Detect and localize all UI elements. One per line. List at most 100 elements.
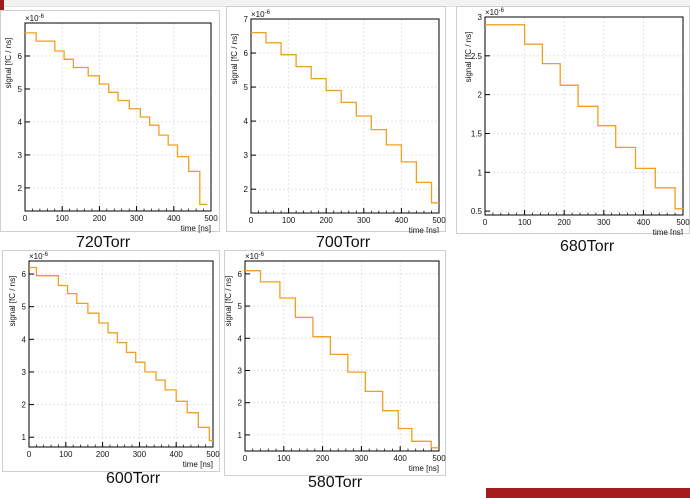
y-tick-label: 0.5 <box>471 207 483 216</box>
x-tick-label: 500 <box>204 214 218 223</box>
chart-caption-680torr: 680Torr <box>560 238 615 255</box>
y-axis-title: signal [fC / ns] <box>464 32 473 83</box>
x-axis-title: time [ns] <box>409 464 439 473</box>
x-tick-label: 200 <box>93 214 107 223</box>
x-tick-label: 100 <box>277 454 291 463</box>
x-tick-label: 100 <box>56 214 70 223</box>
x-tick-label: 0 <box>243 454 248 463</box>
chart-svg: 0 100 200 300 400 500 0.5 1 1.5 2 2.5 3×10-6 time [n… <box>464 8 690 235</box>
plot-frame <box>244 260 440 452</box>
chart-panel-580torr: 0 100 200 300 400 500 1 2 3 4 5 6 ×10-6 time [ns] sign… <box>224 250 446 476</box>
chart-panel-600torr: 0 100 200 300 400 500 1 2 3 4 5 6 ×10-6 time [ns] sign… <box>2 250 220 472</box>
y-tick-label: 1.5 <box>471 129 483 138</box>
y-tick-label: 3 <box>478 13 483 22</box>
x-tick-label: 300 <box>133 450 147 459</box>
x-axis-title: time [ns] <box>183 460 213 469</box>
y-tick-label: 3 <box>244 151 249 160</box>
x-tick-label: 0 <box>483 218 488 227</box>
y-tick-label: 3 <box>18 151 23 160</box>
x-tick-label: 300 <box>355 454 369 463</box>
x-tick-label: 500 <box>206 450 220 459</box>
x-tick-label: 200 <box>316 454 330 463</box>
y-tick-label: 4 <box>22 335 27 344</box>
chart-svg: 0 100 200 300 400 500 1 2 3 4 5 6×10-6 time [ns] sign… <box>8 252 220 469</box>
x-tick-label: 400 <box>395 216 409 225</box>
y-exponent-label: ×10-6 <box>29 252 49 261</box>
y-axis-title: signal [fC / ns] <box>225 276 233 327</box>
y-tick-label: 7 <box>244 15 249 24</box>
y-axis-title: signal [fC / ns] <box>8 276 17 327</box>
y-tick-label: 2 <box>478 91 483 100</box>
chart-caption-720torr: 720Torr <box>76 234 131 251</box>
x-tick-label: 0 <box>249 216 254 225</box>
x-tick-label: 100 <box>282 216 296 225</box>
y-tick-label: 1 <box>238 431 243 440</box>
chart-caption-580torr: 580Torr <box>308 474 363 491</box>
y-tick-label: 4 <box>238 334 243 343</box>
x-tick-label: 400 <box>170 450 184 459</box>
x-tick-label: 300 <box>597 218 611 227</box>
y-tick-label: 3 <box>22 368 27 377</box>
x-axis-title: time [ns] <box>653 228 683 235</box>
x-tick-label: 500 <box>676 218 690 227</box>
y-axis-title: signal [fC / ns] <box>230 34 239 85</box>
chart-panel-720torr: 0 100 200 300 400 500 2 3 4 5 6 ×10-6 time [ns] signa… <box>0 10 220 233</box>
y-tick-label: 5 <box>18 85 23 94</box>
bottom-red-bar <box>486 488 690 498</box>
chart-caption-600torr: 600Torr <box>106 470 161 487</box>
y-tick-label: 6 <box>22 270 27 279</box>
y-exponent-label: ×10-6 <box>485 8 505 17</box>
y-tick-label: 4 <box>244 117 249 126</box>
y-tick-label: 6 <box>18 52 23 61</box>
x-tick-label: 100 <box>518 218 532 227</box>
y-tick-label: 5 <box>22 303 27 312</box>
y-tick-label: 6 <box>244 49 249 58</box>
signal-series-line <box>245 270 439 449</box>
x-tick-label: 100 <box>59 450 73 459</box>
chart-panel-680torr: 0 100 200 300 400 500 0.5 1 1.5 2 2.5 3 ×10-6 time [n… <box>456 6 690 235</box>
y-tick-label: 1 <box>22 433 27 442</box>
y-tick-label: 2 <box>238 399 243 408</box>
y-tick-label: 5 <box>244 83 249 92</box>
chart-svg: 0 100 200 300 400 500 1 2 3 4 5 6×10-6 time [ns] sign… <box>225 252 446 473</box>
x-tick-label: 300 <box>130 214 144 223</box>
y-tick-label: 4 <box>18 118 23 127</box>
x-tick-label: 0 <box>27 450 32 459</box>
y-exponent-label: ×10-6 <box>251 10 271 19</box>
x-axis-title: time [ns] <box>409 226 439 233</box>
x-tick-label: 300 <box>357 216 371 225</box>
y-tick-label: 5 <box>238 302 243 311</box>
x-tick-label: 400 <box>394 454 408 463</box>
signal-series-line <box>25 32 208 206</box>
plot-frame <box>28 260 214 448</box>
x-tick-label: 0 <box>23 214 28 223</box>
x-tick-label: 500 <box>432 454 446 463</box>
plot-frame <box>24 22 212 212</box>
signal-series-line <box>251 31 439 204</box>
y-tick-label: 2.5 <box>471 52 483 61</box>
y-exponent-label: ×10-6 <box>25 14 45 23</box>
y-exponent-label: ×10-6 <box>245 252 265 261</box>
x-tick-label: 400 <box>167 214 181 223</box>
y-tick-label: 2 <box>244 185 249 194</box>
x-tick-label: 200 <box>558 218 572 227</box>
chart-panel-700torr: 0 100 200 300 400 500 2 3 4 5 6 7 ×10-6 time [ns] sign… <box>226 6 446 233</box>
x-tick-label: 500 <box>432 216 446 225</box>
x-tick-label: 200 <box>320 216 334 225</box>
plot-frame <box>250 18 440 214</box>
signal-series-line <box>485 24 683 210</box>
x-tick-label: 200 <box>96 450 110 459</box>
x-axis-title: time [ns] <box>181 224 211 233</box>
y-axis-title: signal [fC / ns] <box>4 38 13 89</box>
chart-caption-700torr: 700Torr <box>316 234 371 251</box>
y-tick-label: 1 <box>478 168 483 177</box>
y-tick-label: 2 <box>22 401 27 410</box>
signal-series-line <box>29 266 213 442</box>
chart-svg: 0 100 200 300 400 500 2 3 4 5 6 7×10-6 time [ns] sign… <box>230 10 446 233</box>
y-tick-label: 6 <box>238 270 243 279</box>
chart-svg: 0 100 200 300 400 500 2 3 4 5 6 ×10-6 time [ns] signa… <box>4 14 218 233</box>
y-tick-label: 3 <box>238 366 243 375</box>
plot-frame <box>484 16 684 216</box>
x-tick-label: 400 <box>637 218 651 227</box>
y-tick-label: 2 <box>18 184 23 193</box>
